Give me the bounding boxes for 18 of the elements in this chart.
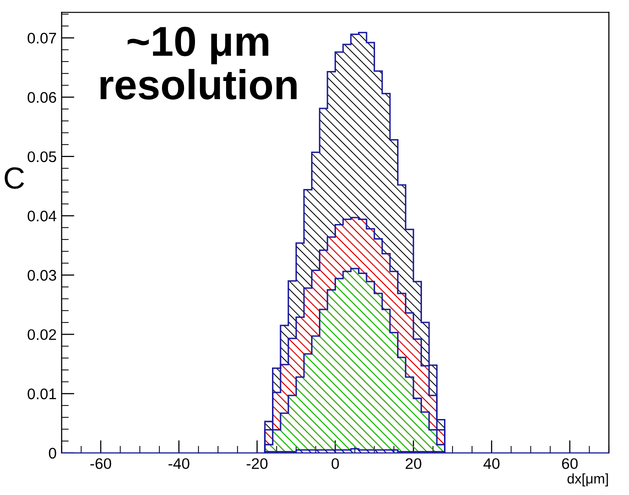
x-tick-label: 0 — [332, 458, 339, 470]
x-tick-label: -40 — [168, 458, 190, 470]
y-tick-label: 0.04 — [28, 210, 56, 222]
y-tick-label: 0.07 — [28, 32, 56, 44]
x-tick-label: 60 — [562, 458, 578, 470]
annotation: ~10 μm resolution — [100, 26, 297, 100]
y-tick-label: 0.01 — [28, 388, 56, 400]
x-tick-label: 40 — [483, 458, 500, 470]
x-tick-label: -60 — [90, 458, 112, 470]
x-tick-label: 20 — [406, 458, 422, 470]
text: C — [4, 167, 24, 189]
y-tick-label: 0.03 — [28, 270, 56, 281]
x-axis-title: dx[μm] — [568, 473, 608, 486]
y-tick-label: 0.05 — [28, 151, 56, 162]
y-tick-label: 0 — [48, 448, 56, 459]
x-tick-label: -20 — [246, 458, 268, 470]
y-tick-label: 0.06 — [28, 92, 56, 103]
y-tick-label: 0.02 — [28, 329, 56, 340]
